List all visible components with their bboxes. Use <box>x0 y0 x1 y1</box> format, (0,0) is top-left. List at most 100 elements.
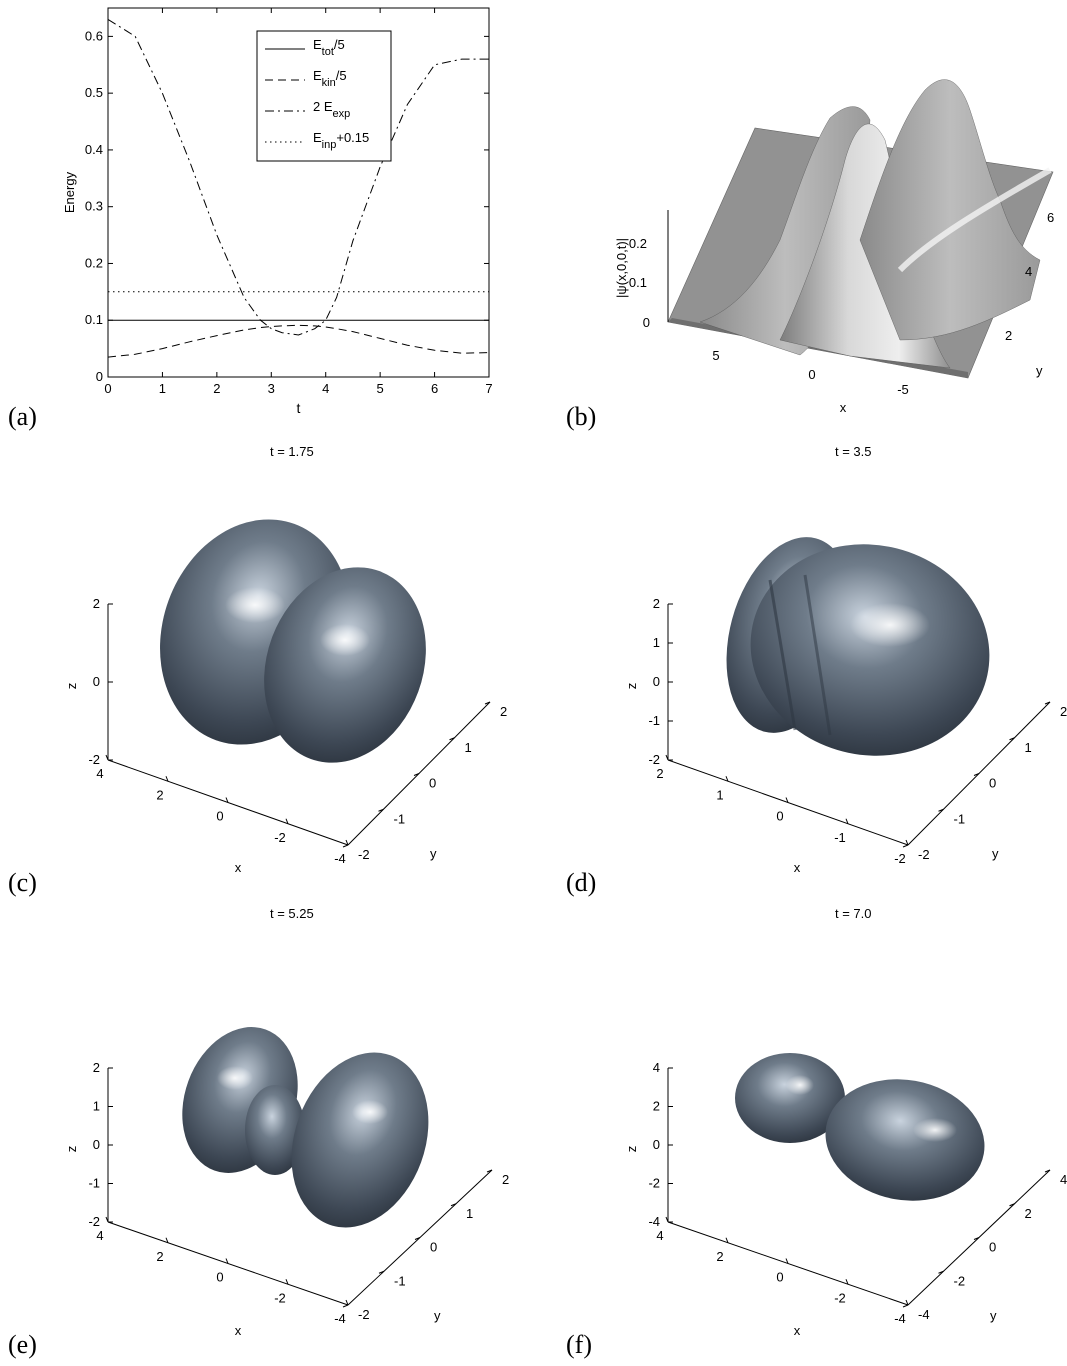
panel-d-ripple-2 <box>803 574 832 736</box>
panel-c-highlight-2 <box>320 624 370 656</box>
z-tick-label: 1 <box>653 635 660 650</box>
y-tick-label: -1 <box>954 811 966 826</box>
y-axis-label: Energy <box>62 171 77 213</box>
z-tick-label: 0 <box>93 1137 100 1152</box>
x-tick-label: 1 <box>716 787 723 802</box>
y-tick-label: -1 <box>394 811 406 826</box>
x-tick <box>165 1237 169 1243</box>
energy-chart-area: 0 1 2 3 4 5 6 7 0 0.1 0.2 0.3 0.4 0.5 0.6 t Energy Etot/5… <box>62 7 493 416</box>
z-tick-label: 0 <box>93 674 100 689</box>
x-axis <box>107 759 349 846</box>
y-tick-label: -2 <box>358 847 370 862</box>
x-tick <box>105 754 109 761</box>
panel-d-blob-left <box>726 537 854 733</box>
x-tick <box>345 1299 349 1306</box>
x-tick-label: 4 <box>656 1228 663 1243</box>
x-tick-label: -4 <box>334 1311 346 1326</box>
x-tick-label: -2 <box>834 1290 846 1305</box>
surface-side <box>668 318 968 378</box>
y-tick <box>449 737 455 741</box>
y-tick <box>1044 701 1051 705</box>
surface-base-plane <box>667 127 1054 379</box>
x-tick-label: 4 <box>96 766 103 781</box>
x-tick-label: 4 <box>322 381 329 396</box>
y-tick-label: 0.4 <box>85 142 103 157</box>
x-tick-label: 2 <box>656 766 663 781</box>
x-tick-label: 0 <box>808 367 815 382</box>
y-tick-label: 1 <box>1025 740 1032 755</box>
y-axis-label: y <box>990 1308 997 1323</box>
x-tick-label: 0 <box>216 1270 223 1285</box>
x-tick <box>105 1216 109 1223</box>
y-tick-label: 2 <box>502 1172 509 1187</box>
z-tick-label: -2 <box>648 1176 660 1191</box>
panel-letter-e: (e) <box>8 1330 37 1359</box>
y-tick <box>342 844 349 848</box>
z-tick-label: 4 <box>653 1060 660 1075</box>
x-tick <box>225 1258 229 1264</box>
x-axis-label: x <box>235 1323 242 1338</box>
panel-e-title: t = 5.25 <box>270 906 314 921</box>
y-tick-label: 1 <box>466 1206 473 1221</box>
z-axis-label: z <box>624 1146 639 1153</box>
panel-letter-d: (d) <box>566 868 597 897</box>
x-tick-label: -4 <box>894 1311 906 1326</box>
panel-d-highlight <box>850 603 930 647</box>
panel-f-blob-right <box>825 1079 985 1201</box>
surface-highlight <box>897 167 1052 273</box>
y-tick-label: 2 <box>1060 704 1067 719</box>
x-axis-label: x <box>794 860 801 875</box>
x-tick <box>285 1279 289 1285</box>
x-tick <box>905 839 909 846</box>
series-line-dashdot <box>107 18 489 336</box>
panel-letter-a: (a) <box>8 402 37 431</box>
panel-e-highlight-2 <box>352 1100 388 1124</box>
z-tick-label: -4 <box>648 1214 660 1229</box>
panel-f-title: t = 7.0 <box>835 906 872 921</box>
z-axis-label: |ψ(x,0,0,t)| <box>614 238 629 298</box>
y-axis <box>347 1169 493 1306</box>
z-axis-label: z <box>624 683 639 690</box>
panel-e-highlight <box>217 1066 253 1090</box>
x-tick <box>345 839 349 846</box>
panel-d-axes: 2 1 0 -1 -2 z 2 1 0 -1 -2 x -2 -1 0 1 2 y <box>624 596 1067 875</box>
x-tick-label: -2 <box>274 1290 286 1305</box>
panel-d-blob-main <box>750 544 990 756</box>
x-tick <box>785 797 789 803</box>
x-tick-label: 2 <box>156 787 163 802</box>
y-tick-label: -4 <box>918 1307 930 1322</box>
y-tick-label: 0 <box>429 776 436 791</box>
y-tick-label: 4 <box>1060 1172 1067 1187</box>
y-tick-label: 0 <box>96 369 103 384</box>
x-tick-label: 2 <box>716 1249 723 1264</box>
z-tick-label: -2 <box>88 752 100 767</box>
y-axis <box>907 701 1051 846</box>
panel-d-ripple-1 <box>768 579 797 731</box>
panel-f-highlight <box>786 1075 814 1095</box>
panel-c-highlight <box>225 587 285 623</box>
x-axis-label: t <box>297 400 301 416</box>
y-tick-label: 1 <box>465 740 472 755</box>
panel-letter-c: (c) <box>8 868 37 897</box>
x-tick-label: -5 <box>897 382 909 397</box>
z-tick-label: 0 <box>643 315 650 330</box>
legend-label: Ekin/5 <box>313 68 347 89</box>
panel-f-blob-left <box>735 1053 845 1143</box>
z-tick-label: -1 <box>648 713 660 728</box>
z-tick-label: 2 <box>93 596 100 611</box>
x-tick-label: 2 <box>213 381 220 396</box>
surface-central-ridge <box>779 123 951 369</box>
y-tick-label: 6 <box>1047 210 1054 225</box>
y-tick <box>414 1237 421 1240</box>
z-axis-label: z <box>64 683 79 690</box>
z-tick-label: -1 <box>88 1176 100 1191</box>
x-tick <box>725 776 729 782</box>
y-tick <box>902 1304 909 1308</box>
y-tick <box>1009 737 1015 741</box>
y-tick <box>938 808 944 812</box>
panel-c-blob-left <box>160 519 350 745</box>
x-axis <box>667 1221 909 1306</box>
panel-f-highlight-2 <box>913 1118 957 1142</box>
